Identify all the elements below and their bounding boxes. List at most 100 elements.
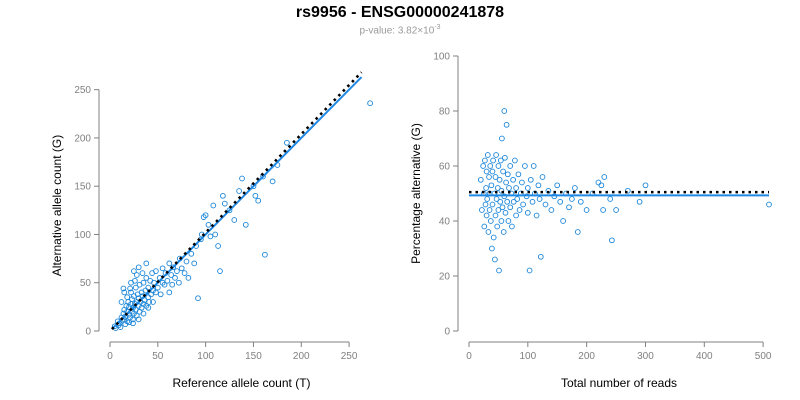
panel2-data-point: [539, 174, 546, 180]
panel1-data-point: [172, 275, 178, 281]
panel1-data-point: [191, 260, 198, 267]
panel1-data-point: [117, 324, 124, 330]
panel1-data-point: [178, 265, 185, 272]
panel1-reference-line: [110, 71, 363, 330]
panel2-data-point: [486, 174, 492, 180]
panel2-x-tick-label: 200: [578, 351, 595, 362]
panel2-data-point: [499, 204, 506, 211]
panel1-data-point: [164, 277, 171, 284]
panel1-data-point: [262, 251, 268, 258]
panel2-data-point: [487, 163, 494, 169]
panel1-y-tick-label: 200: [74, 133, 91, 144]
panel1-data-point: [126, 319, 132, 326]
panel2-data-point: [494, 223, 501, 230]
panel2-data-point: [486, 207, 493, 213]
panel2-data-point: [504, 198, 511, 205]
panel2-data-point: [488, 182, 495, 189]
panel2-data-point: [482, 157, 488, 164]
panel2-data-point: [492, 174, 499, 180]
panel2-data-point: [566, 204, 572, 211]
panel2-data-point: [526, 267, 533, 274]
panel1-x-tick-label: 200: [293, 351, 310, 362]
panel2-data-point: [490, 157, 496, 164]
panel1-data-point: [174, 268, 180, 274]
panel1-data-point: [128, 289, 134, 296]
panel2-data-point: [530, 163, 537, 169]
panel2-data-point: [766, 201, 772, 208]
panel1-data-point: [210, 202, 217, 209]
panel2-data-point: [502, 154, 508, 161]
panel2-data-point: [493, 152, 499, 158]
panel1-data-point: [220, 192, 226, 199]
panel2-data-point: [505, 218, 512, 224]
panel2-data-point: [636, 198, 643, 205]
panel2-data-point: [510, 176, 516, 183]
panel1-data-point: [205, 221, 212, 228]
panel1-data-point: [153, 268, 159, 274]
panel2-data-point: [524, 209, 531, 216]
panel2-data-point: [624, 187, 631, 194]
panel1-data-point: [169, 281, 176, 288]
panel2-data-point: [557, 198, 564, 205]
panel1-data-point: [143, 260, 150, 267]
panel1-data-point: [168, 272, 175, 278]
panel2-data-point: [483, 185, 489, 191]
panel2-data-point: [542, 201, 549, 208]
panel2-data-point: [535, 182, 542, 189]
panel2-data-point: [500, 229, 507, 235]
panel1-data-point: [126, 304, 132, 310]
panel1-y-axis-label: Alternative allele count (G): [50, 135, 64, 276]
panel2-data-point: [503, 179, 509, 186]
panel1-y-tick-label: 150: [74, 182, 91, 193]
panel2-data-point: [484, 196, 491, 202]
panel1-data-point: [159, 265, 166, 272]
panel2-data-point: [483, 168, 490, 175]
panel1-data-point: [215, 243, 221, 249]
panel1-data-point: [143, 275, 150, 281]
panel2-data-point: [613, 207, 619, 213]
panel1-data-point: [118, 299, 125, 305]
panel2-x-axis-label: Total number of reads: [561, 376, 677, 390]
panel2-data-point: [499, 135, 505, 142]
panel2-data-point: [496, 176, 503, 183]
panel1-data-point: [242, 221, 249, 228]
panel2-x-tick-label: 500: [755, 351, 772, 362]
panel2-data-point: [489, 168, 496, 175]
panel2-data-point: [512, 157, 518, 164]
subtitle-exponent: -3: [434, 24, 441, 31]
panel1-data-point: [132, 284, 139, 291]
panel1-data-point: [183, 258, 190, 265]
panel2-data-point: [569, 196, 575, 202]
panel1-data-point: [130, 316, 136, 323]
panel2-data-point: [501, 108, 508, 114]
panel2-data-point: [494, 185, 501, 191]
panel2-data-point: [516, 207, 523, 213]
panel1-data-point: [124, 294, 131, 301]
panel1-data-point: [207, 233, 214, 240]
panel1-data-point: [252, 192, 259, 199]
panel1-x-tick-label: 0: [107, 351, 113, 362]
panel2-data-point: [522, 163, 528, 169]
panel2-y-axis-label: Percentage alternative (G): [409, 123, 423, 264]
panel1-data-point: [135, 316, 142, 323]
panel2-data-point: [607, 196, 614, 202]
panel2-data-point: [533, 212, 540, 219]
panel2-data-point: [524, 185, 531, 191]
panel1-data-point: [145, 294, 152, 301]
panel2-data-point: [500, 168, 506, 175]
panel2-data-point: [609, 237, 615, 244]
panel2-y-tick-label: 80: [439, 107, 451, 118]
chart-subtitle: p-value: 3.82×10-3: [0, 24, 800, 36]
panel2-data-point: [497, 198, 504, 205]
panel2-data-point: [572, 185, 578, 191]
panel2-data-point: [527, 176, 534, 183]
panel2-data-point: [536, 196, 543, 202]
panel2-data-point: [482, 201, 489, 208]
panel1-data-point: [130, 320, 136, 327]
panel1-data-point: [269, 178, 276, 185]
panel1-data-point: [133, 272, 140, 278]
panel2-data-point: [560, 218, 566, 224]
panel1-data-point: [239, 175, 245, 182]
